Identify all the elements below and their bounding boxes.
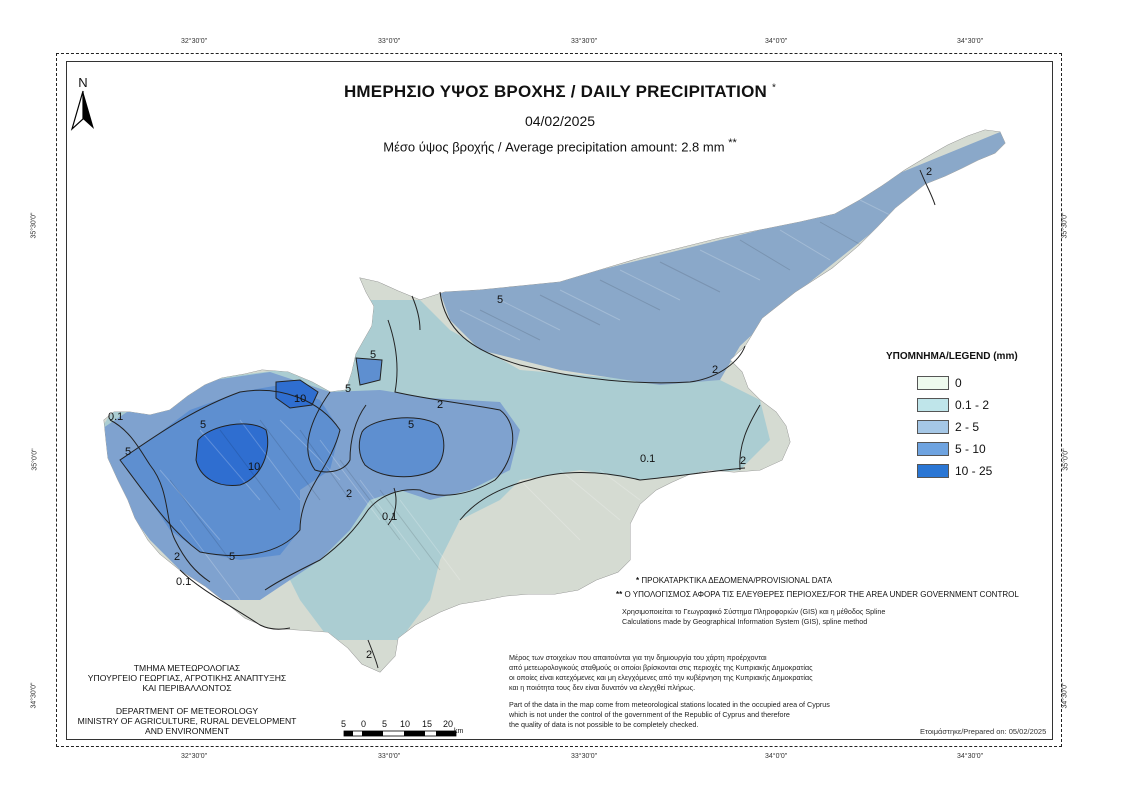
contour-label: 2 [740, 455, 746, 467]
map-outer-frame [56, 53, 1062, 747]
average-text: Μέσο ύψος βροχής / Average precipitation… [383, 139, 725, 155]
contour-label: 5 [497, 294, 503, 306]
zone-10-to-25-paphos [196, 423, 268, 486]
contour-label: 10 [294, 393, 306, 405]
data-origin-gr-4: και η ποιότητα τους δεν είναι δυνατόν να… [509, 683, 696, 692]
legend-swatch [917, 398, 949, 412]
data-origin-gr-3: οι οποίες είναι κατεχόμενες και μη ελεγχ… [509, 673, 813, 682]
provisional-note: * ΠΡΟΚΑΤΑΡΚΤΙΚΑ ΔΕΔΟΜΕΝΑ/PROVISIONAL DAT… [636, 576, 832, 585]
gis-note-en: Calculations made by Geographical Inform… [622, 617, 868, 626]
department-en-line: AND ENVIRONMENT [144, 726, 230, 736]
contour-label: 2 [437, 399, 443, 411]
scale-label: 10 [400, 719, 411, 729]
data-origin-en-1: Part of the data in the map come from me… [509, 700, 830, 709]
legend-swatch [917, 420, 949, 434]
department-gr-line: ΚΑΙ ΠΕΡΙΒΑΛΛΟΝΤΟΣ [142, 683, 232, 693]
tick-top-5: 34°30'0" [957, 38, 984, 45]
data-origin-gr-2: από μετεωρολογικούς σταθμούς οι οποίοι β… [509, 663, 813, 672]
department-en-line: DEPARTMENT OF METEOROLOGY [115, 706, 259, 716]
contour-label: 5 [200, 419, 206, 431]
tick-bottom-3: 33°30'0" [571, 753, 598, 760]
contour-lines [109, 169, 936, 669]
legend-label: 10 - 25 [955, 464, 993, 478]
contour-label: 5 [229, 551, 235, 563]
department-gr-line: ΤΜΗΜΑ ΜΕΤΕΩΡΟΛΟΓΙΑΣ [133, 663, 241, 673]
legend-swatch [917, 376, 949, 390]
contour-label: 2 [174, 551, 180, 563]
tick-top-1: 32°30'0" [181, 38, 208, 45]
tick-bottom-5: 34°30'0" [957, 753, 984, 760]
provisional-text: ΠΡΟΚΑΤΑΡΚΤΙΚΑ ΔΕΔΟΜΕΝΑ/PROVISIONAL DATA [641, 576, 832, 585]
scale-label: 20 [443, 719, 454, 729]
scale-label: 5 [382, 719, 388, 729]
contour-label: 5 [125, 446, 131, 458]
legend-swatch [917, 442, 949, 456]
map-title: ΗΜΕΡΗΣΙΟ ΥΨΟΣ ΒΡΟΧΗΣ / DAILY PRECIPITATI… [300, 82, 820, 102]
tick-top-2: 33°0'0" [378, 38, 401, 45]
data-origin-en-2: which is not under the control of the go… [509, 710, 790, 719]
data-origin-gr-1: Μέρος των στοιχείων που απαιτούνται για … [509, 653, 767, 662]
contour-label: 0.1 [108, 411, 123, 423]
contour-label: 2 [346, 488, 352, 500]
map-date: 04/02/2025 [524, 113, 596, 129]
tick-bottom-1: 32°30'0" [181, 753, 208, 760]
department-gr: ΤΜΗΜΑ ΜΕΤΕΩΡΟΛΟΓΙΑΣ ΥΠΟΥΡΓΕΙΟ ΓΕΩΡΓΙΑΣ, … [64, 663, 310, 693]
contour-label: 0.1 [176, 576, 191, 588]
scale-unit: km [454, 728, 464, 735]
zone-5-to-10-north [356, 358, 382, 385]
contour-label: 5 [370, 349, 376, 361]
provisional-mark: * [636, 576, 640, 585]
title-footnote-mark: * [771, 82, 777, 94]
legend-label: 2 - 5 [955, 420, 980, 434]
area-text: Ο ΥΠΟΛΟΓΙΣΜΟΣ ΑΦΟΡΑ ΤΙΣ ΕΛΕΥΘΕΡΕΣ ΠΕΡΙΟΧ… [624, 590, 1019, 599]
contour-label: 2 [366, 649, 372, 661]
zone-5-to-10-central [359, 417, 444, 477]
zone-2-to-5-north [440, 130, 1005, 385]
area-note: ** Ο ΥΠΟΛΟΓΙΣΜΟΣ ΑΦΟΡΑ ΤΙΣ ΕΛΕΥΘΕΡΕΣ ΠΕΡ… [616, 590, 1019, 599]
legend-item: 0.1 - 2 [917, 397, 989, 413]
scale-bar [343, 730, 457, 737]
contour-label: 2 [926, 166, 932, 178]
gis-note-gr: Χρησιμοποιείται το Γεωγραφικό Σύστημα Πλ… [622, 607, 886, 616]
legend-item: 0 [917, 375, 962, 391]
legend-item: 2 - 5 [917, 419, 979, 435]
average-footnote-mark: ** [728, 137, 737, 149]
tick-bottom-4: 34°0'0" [765, 753, 788, 760]
department-gr-line: ΥΠΟΥΡΓΕΙΟ ΓΕΩΡΓΙΑΣ, ΑΓΡΟΤΙΚΗΣ ΑΝΑΠΤΥΞΗΣ [87, 673, 287, 683]
scale-label: 0 [361, 719, 367, 729]
contour-label: 2 [712, 364, 718, 376]
prepared-date: Ετοιμάστηκε/Prepared on: 05/02/2025 [920, 727, 1047, 736]
scale-label: 5 [341, 719, 347, 729]
contour-label: 0.1 [382, 511, 397, 523]
legend-title: ΥΠΟΜΝΗΜΑ/LEGEND (mm) [886, 351, 1018, 362]
contour-label: 0.1 [640, 453, 655, 465]
area-mark: ** [616, 590, 623, 599]
contour-label: 10 [248, 461, 260, 473]
data-origin-en-3: the quality of data is not possible to b… [509, 720, 699, 729]
legend-item: 5 - 10 [917, 441, 986, 457]
legend-swatch [917, 464, 949, 478]
map-inner-frame [66, 61, 1053, 740]
department-en-line: MINISTRY OF AGRICULTURE, RURAL DEVELOPME… [77, 716, 297, 726]
contour-label: 5 [345, 383, 351, 395]
department-en: DEPARTMENT OF METEOROLOGY MINISTRY OF AG… [64, 706, 310, 736]
north-arrow-icon [70, 90, 94, 131]
legend-item: 10 - 25 [917, 463, 992, 479]
tick-top-4: 34°0'0" [765, 38, 788, 45]
map-title-text: ΗΜΕΡΗΣΙΟ ΥΨΟΣ ΒΡΟΧΗΣ / DAILY PRECIPITATI… [343, 82, 767, 101]
scale-label: 15 [422, 719, 433, 729]
north-arrow: N [68, 76, 98, 136]
average-precipitation: Μέσο ύψος βροχής / Average precipitation… [300, 137, 820, 154]
legend-label: 5 - 10 [955, 442, 986, 456]
contour-label: 5 [408, 419, 414, 431]
legend-label: 0 [955, 376, 962, 390]
legend-label: 0.1 - 2 [955, 398, 990, 412]
tick-top-3: 33°30'0" [571, 38, 598, 45]
tick-bottom-2: 33°0'0" [378, 753, 401, 760]
contour-label-group: 5 2 2 5 5 5 10 10 5 5 5 0.1 2 0.1 2 0.1 … [108, 166, 932, 661]
north-label: N [78, 75, 88, 90]
